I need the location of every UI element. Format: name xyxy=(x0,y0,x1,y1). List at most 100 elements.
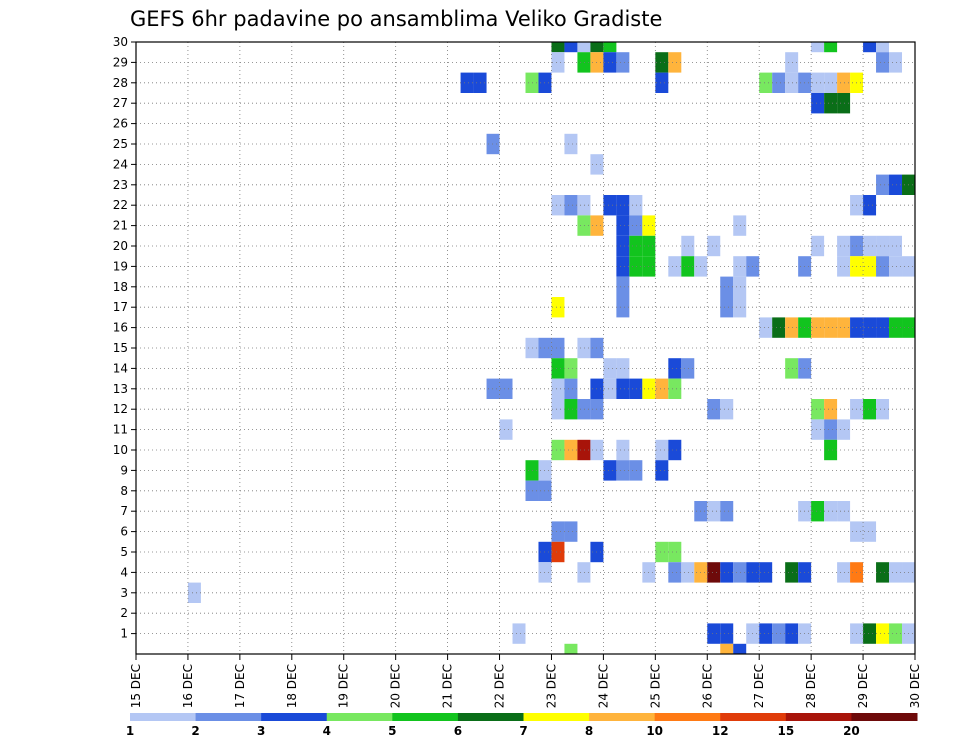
precip-cell xyxy=(564,358,578,379)
precip-cell xyxy=(525,460,539,481)
precip-cell xyxy=(655,460,669,481)
precip-cell xyxy=(525,480,539,501)
y-tick-label: 19 xyxy=(113,259,128,273)
precip-cell xyxy=(863,195,877,216)
precip-cell xyxy=(733,643,747,654)
precip-cell xyxy=(876,52,890,73)
colorbar-swatch xyxy=(785,713,852,721)
precip-cell xyxy=(811,501,825,522)
precip-cell xyxy=(720,276,734,297)
y-tick-label: 5 xyxy=(120,545,128,559)
precip-cell xyxy=(551,399,565,420)
precip-cell xyxy=(863,521,877,542)
y-tick-label: 1 xyxy=(120,627,128,641)
precip-cell xyxy=(876,317,890,338)
precip-cell xyxy=(876,256,890,277)
precip-cell xyxy=(837,562,851,583)
colorbar-swatch xyxy=(589,713,656,721)
precip-cell xyxy=(681,256,695,277)
y-tick-label: 26 xyxy=(113,117,128,131)
precip-cell xyxy=(785,72,799,93)
precip-cell xyxy=(733,276,747,297)
y-tick-label: 14 xyxy=(113,361,128,375)
precip-cell xyxy=(564,378,578,399)
precip-cell xyxy=(590,42,604,53)
precip-cell xyxy=(616,297,630,318)
precip-cell xyxy=(616,256,630,277)
colorbar-swatch xyxy=(851,713,918,721)
precip-cell xyxy=(876,235,890,257)
precip-cell xyxy=(577,215,591,236)
precip-cell xyxy=(876,562,890,583)
precip-cell xyxy=(889,174,903,195)
precip-cell xyxy=(616,52,630,73)
precip-cell xyxy=(889,52,903,73)
precip-cell xyxy=(668,358,682,379)
precip-cell xyxy=(876,399,890,420)
y-tick-label: 11 xyxy=(113,423,128,437)
precip-cell xyxy=(707,623,721,644)
colorbar-swatch xyxy=(130,713,197,721)
colorbar-swatch xyxy=(654,713,721,721)
x-tick-label: 29 DEC xyxy=(856,664,870,708)
x-tick-label: 19 DEC xyxy=(337,664,351,708)
x-tick-label: 16 DEC xyxy=(181,664,195,708)
precip-cell xyxy=(499,378,513,399)
precip-cell xyxy=(668,52,682,73)
precip-cell xyxy=(733,256,747,277)
precip-cell xyxy=(811,42,825,53)
y-tick-label: 8 xyxy=(120,484,128,498)
precip-cell xyxy=(616,460,630,481)
precip-cell xyxy=(759,317,773,338)
precip-cell xyxy=(837,235,851,257)
cells-layer xyxy=(187,42,915,654)
colorbar-label: 1 xyxy=(126,724,134,738)
precip-cell xyxy=(733,215,747,236)
y-tick-label: 13 xyxy=(113,382,128,396)
y-tick-label: 17 xyxy=(113,300,128,314)
y-tick-label: 30 xyxy=(113,35,128,49)
precip-cell xyxy=(824,93,838,114)
precip-cell xyxy=(824,399,838,420)
precip-cell xyxy=(785,623,799,644)
precip-cell xyxy=(785,52,799,73)
precip-cell xyxy=(811,317,825,338)
precip-cell xyxy=(668,541,682,563)
precip-cell xyxy=(759,562,773,583)
y-tick-label: 12 xyxy=(113,402,128,416)
y-tick-label: 18 xyxy=(113,280,128,294)
precip-cell xyxy=(551,297,565,318)
y-tick-label: 2 xyxy=(120,606,128,620)
precip-cell xyxy=(733,562,747,583)
y-tick-label: 9 xyxy=(120,463,128,477)
y-tick-label: 4 xyxy=(120,565,128,579)
precip-cell xyxy=(187,582,201,603)
precip-cell xyxy=(811,235,825,257)
precip-cell xyxy=(577,399,591,420)
precip-cell xyxy=(460,72,474,93)
precip-cell xyxy=(863,42,877,53)
colorbar-label: 20 xyxy=(843,724,860,738)
x-tick-label: 23 DEC xyxy=(544,664,558,708)
precip-cell xyxy=(733,297,747,318)
precip-cell xyxy=(824,42,838,53)
precip-cell xyxy=(616,235,630,257)
colorbar-label: 4 xyxy=(323,724,331,738)
precip-cell xyxy=(486,133,500,155)
precip-cell xyxy=(876,174,890,195)
precip-cell xyxy=(707,501,721,522)
precip-cell xyxy=(564,439,578,461)
colorbar-label: 10 xyxy=(646,724,663,738)
colorbar-swatch xyxy=(523,713,590,721)
colorbar-swatch xyxy=(195,713,262,721)
y-tick-label: 24 xyxy=(113,157,128,171)
precip-cell xyxy=(564,195,578,216)
precip-cell xyxy=(863,623,877,644)
precip-cell xyxy=(655,541,669,563)
precip-cell xyxy=(486,378,500,399)
precip-cell xyxy=(525,72,539,93)
precip-cell xyxy=(499,419,513,440)
precip-cell xyxy=(616,439,630,461)
precip-cell xyxy=(876,42,890,53)
